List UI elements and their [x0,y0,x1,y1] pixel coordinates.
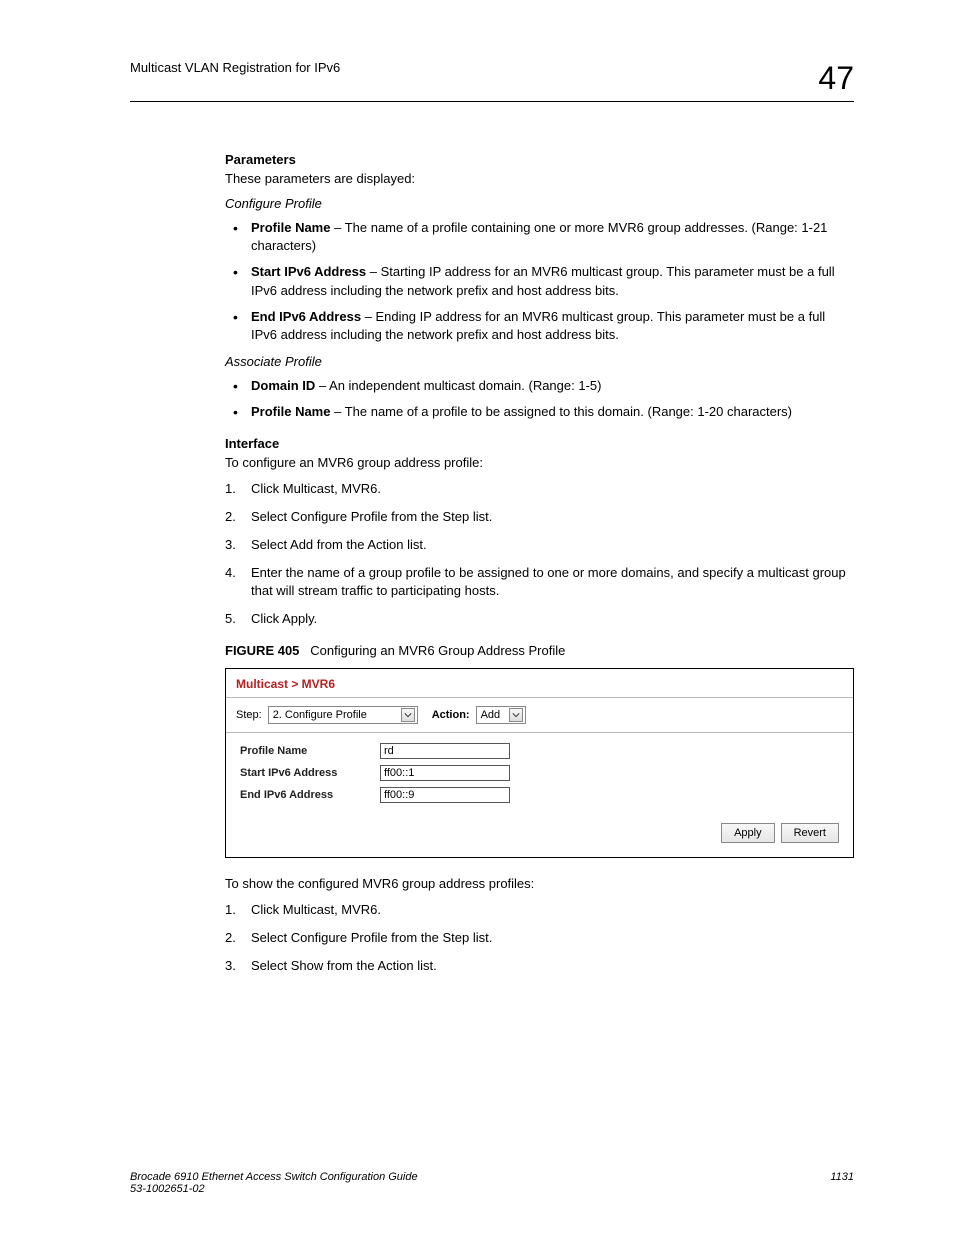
apply-button[interactable]: Apply [721,823,775,843]
bullet-text: – An independent multicast domain. (Rang… [315,378,601,393]
start-ipv6-input[interactable] [380,765,510,781]
configure-profile-subheading: Configure Profile [225,196,854,211]
bullet-text: – The name of a profile containing one o… [251,220,827,253]
configure-profile-bullets: Profile Name – The name of a profile con… [225,219,854,344]
step-item: Enter the name of a group profile to be … [225,564,854,600]
chevron-down-icon [509,708,523,722]
step-select[interactable]: 2. Configure Profile [268,706,418,724]
end-ipv6-input[interactable] [380,787,510,803]
bullet-item: Domain ID – An independent multicast dom… [225,377,854,395]
ui-breadcrumb: Multicast > MVR6 [226,669,853,698]
figure-caption: FIGURE 405 Configuring an MVR6 Group Add… [225,643,854,658]
footer-page-number: 1131 [830,1171,854,1195]
action-label: Action: [432,709,470,721]
bullet-item: Profile Name – The name of a profile to … [225,403,854,421]
page-footer: Brocade 6910 Ethernet Access Switch Conf… [130,1171,854,1195]
bullet-bold: Domain ID [251,378,315,393]
chevron-down-icon [401,708,415,722]
step-item: Select Configure Profile from the Step l… [225,508,854,526]
step-item: Select Show from the Action list. [225,957,854,975]
footer-doc-number: 53-1002651-02 [130,1183,418,1195]
step-item: Click Multicast, MVR6. [225,901,854,919]
page-header: Multicast VLAN Registration for IPv6 47 [130,60,854,102]
bullet-bold: End IPv6 Address [251,309,361,324]
ui-button-row: Apply Revert [226,823,853,857]
associate-profile-bullets: Domain ID – An independent multicast dom… [225,377,854,421]
revert-button[interactable]: Revert [781,823,839,843]
step-item: Click Apply. [225,610,854,628]
bullet-item: Profile Name – The name of a profile con… [225,219,854,255]
bullet-bold: Profile Name [251,404,330,419]
bullet-text: – The name of a profile to be assigned t… [330,404,792,419]
header-title: Multicast VLAN Registration for IPv6 [130,60,340,75]
parameters-heading: Parameters [225,152,854,167]
step-item: Select Add from the Action list. [225,536,854,554]
associate-profile-subheading: Associate Profile [225,354,854,369]
footer-book-title: Brocade 6910 Ethernet Access Switch Conf… [130,1171,418,1183]
interface-heading: Interface [225,436,854,451]
start-ipv6-label: Start IPv6 Address [240,767,380,779]
bullet-item: End IPv6 Address – Ending IP address for… [225,308,854,344]
step-select-value: 2. Configure Profile [273,709,367,721]
steps-list-2: Click Multicast, MVR6. Select Configure … [225,901,854,976]
step-label: Step: [236,709,262,721]
figure-label: FIGURE 405 [225,643,299,658]
ui-form: Profile Name Start IPv6 Address End IPv6… [226,733,853,823]
bullet-bold: Profile Name [251,220,330,235]
form-row: End IPv6 Address [240,787,839,803]
after-figure-intro: To show the configured MVR6 group addres… [225,876,854,891]
footer-left: Brocade 6910 Ethernet Access Switch Conf… [130,1171,418,1195]
figure-title: Configuring an MVR6 Group Address Profil… [310,643,565,658]
end-ipv6-label: End IPv6 Address [240,789,380,801]
bullet-bold: Start IPv6 Address [251,264,366,279]
profile-name-label: Profile Name [240,745,380,757]
profile-name-input[interactable] [380,743,510,759]
form-row: Start IPv6 Address [240,765,839,781]
step-item: Click Multicast, MVR6. [225,480,854,498]
ui-screenshot: Multicast > MVR6 Step: 2. Configure Prof… [225,668,854,858]
steps-list-1: Click Multicast, MVR6. Select Configure … [225,480,854,629]
parameters-intro: These parameters are displayed: [225,171,854,186]
action-select[interactable]: Add [476,706,526,724]
action-select-value: Add [481,709,501,721]
interface-intro: To configure an MVR6 group address profi… [225,455,854,470]
ui-toolbar: Step: 2. Configure Profile Action: Add [226,698,853,733]
bullet-item: Start IPv6 Address – Starting IP address… [225,263,854,299]
step-item: Select Configure Profile from the Step l… [225,929,854,947]
chapter-number: 47 [818,60,854,97]
form-row: Profile Name [240,743,839,759]
